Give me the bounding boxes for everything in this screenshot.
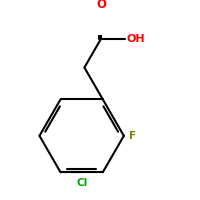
Text: OH: OH	[127, 34, 145, 44]
Text: O: O	[97, 0, 107, 11]
Text: F: F	[129, 131, 136, 141]
Text: Cl: Cl	[76, 178, 87, 188]
